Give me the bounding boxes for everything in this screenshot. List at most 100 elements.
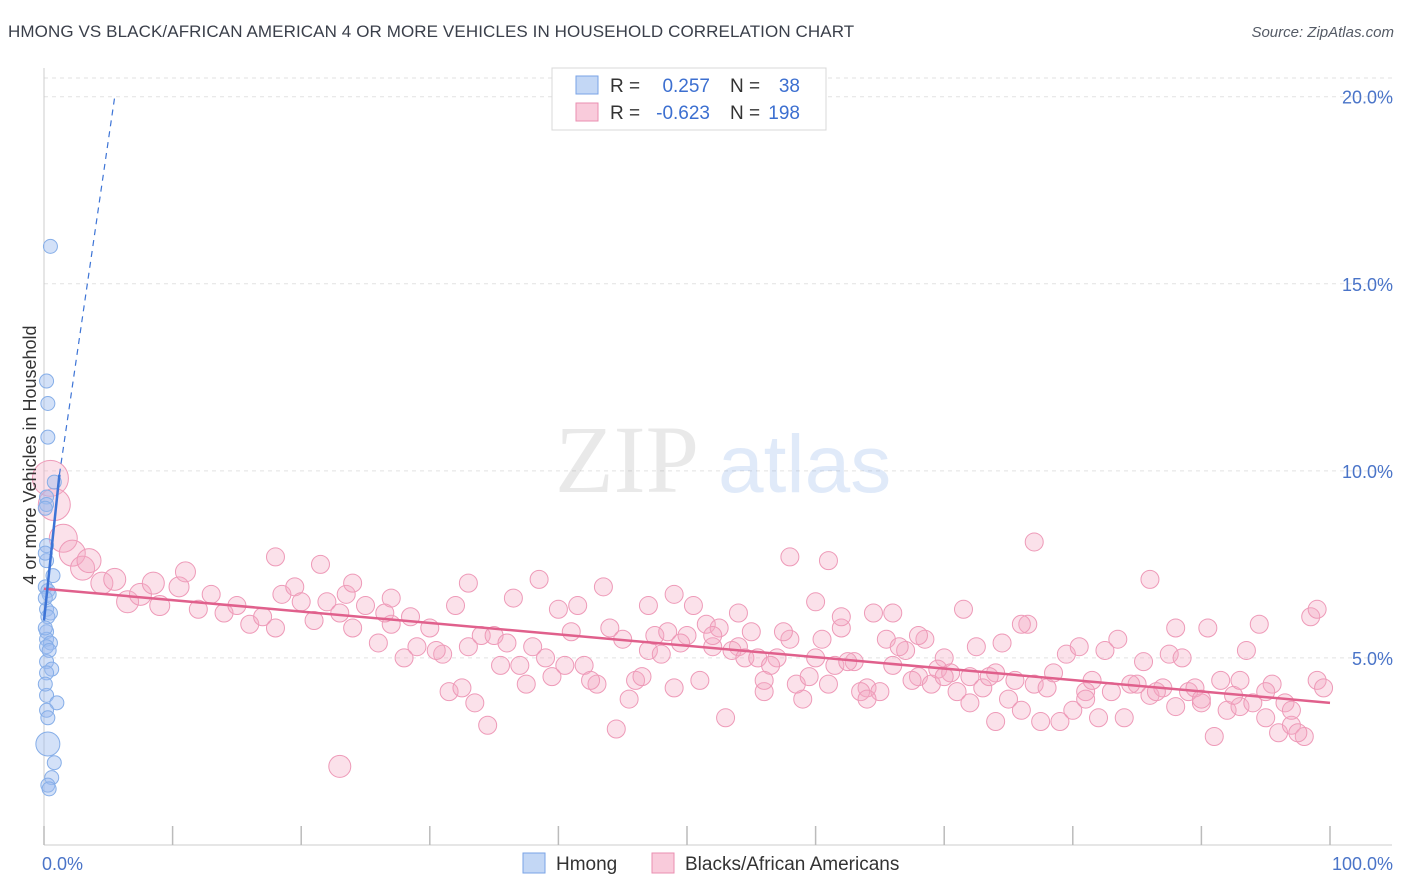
point-blacks (896, 640, 916, 660)
point-blacks (857, 678, 877, 698)
point-blacks (851, 682, 871, 702)
point-blacks (1134, 652, 1154, 672)
point-blacks (458, 637, 478, 657)
point-blacks (1140, 569, 1160, 589)
point-blacks (1307, 670, 1327, 690)
legend-n-hmong: 38 (779, 76, 800, 97)
point-blacks (343, 618, 363, 638)
point-hmong (40, 710, 56, 726)
point-blacks (48, 523, 78, 553)
point-blacks (960, 693, 980, 713)
bottom-legend-hmong: Hmong (556, 854, 617, 875)
point-blacks (516, 674, 536, 694)
point-blacks (555, 655, 575, 675)
point-blacks (651, 644, 671, 664)
x-tick-label-min: 0.0% (42, 854, 83, 874)
point-blacks (902, 670, 922, 690)
point-blacks (645, 625, 665, 645)
point-blacks (1230, 697, 1250, 717)
point-blacks (709, 618, 729, 638)
point-blacks (696, 614, 716, 634)
point-blacks (1011, 700, 1031, 720)
point-blacks (1146, 682, 1166, 702)
point-blacks (1243, 693, 1263, 713)
point-blacks (1191, 689, 1211, 709)
point-blacks (818, 674, 838, 694)
point-hmong (39, 665, 55, 681)
point-blacks (103, 567, 127, 591)
point-blacks (1063, 700, 1083, 720)
point-blacks (446, 596, 466, 616)
point-blacks (999, 689, 1018, 709)
watermark: ZIP atlas (555, 406, 891, 513)
point-blacks (979, 667, 999, 687)
point-blacks (632, 667, 652, 687)
point-blacks (883, 603, 903, 623)
point-blacks (1314, 678, 1334, 698)
point-hmong (39, 687, 55, 703)
x-tick-label-max: 100.0% (1332, 854, 1393, 874)
y-tick-label: 20.0% (1342, 88, 1393, 108)
point-blacks (1024, 532, 1044, 552)
point-blacks (806, 592, 826, 612)
point-blacks (1018, 614, 1038, 634)
point-blacks (664, 678, 684, 698)
point-blacks (863, 603, 883, 623)
point-hmong (39, 702, 55, 718)
legend-r-label-hmong: R = (610, 76, 640, 97)
y-tick-label: 15.0% (1342, 275, 1393, 295)
legend-swatch-black (575, 102, 599, 122)
point-blacks (1101, 682, 1121, 702)
point-blacks (1011, 614, 1031, 634)
point-blacks (317, 592, 337, 612)
point-blacks (799, 667, 819, 687)
point-blacks (915, 629, 935, 649)
point-blacks (503, 588, 523, 608)
point-blacks (1281, 700, 1301, 720)
point-blacks (754, 670, 774, 690)
point-blacks (141, 571, 165, 595)
point-blacks (1230, 670, 1250, 690)
point-blacks (671, 633, 691, 653)
point-blacks (825, 655, 845, 675)
point-blacks (1076, 682, 1096, 702)
point-blacks (401, 607, 421, 627)
point-blacks (587, 674, 607, 694)
point-blacks (491, 655, 511, 675)
point-blacks (368, 633, 388, 653)
bottom-legend-swatch-black (651, 852, 675, 874)
point-blacks (716, 708, 736, 728)
point-blacks (561, 622, 581, 642)
point-blacks (510, 655, 530, 675)
bottom-legend-black: Blacks/African Americans (685, 854, 899, 875)
point-blacks (818, 551, 838, 571)
bottom-legend: Hmong Blacks/African Americans (522, 852, 899, 875)
point-hmong (39, 373, 55, 389)
point-blacks (638, 596, 658, 616)
tick-labels: 5.0% 10.0% 15.0% 20.0% 0.0% 100.0% (42, 88, 1393, 874)
point-blacks (542, 667, 562, 687)
point-hmong (40, 396, 56, 412)
point-blacks (908, 625, 928, 645)
point-blacks (1198, 618, 1218, 638)
trend-line-hmong (42, 474, 61, 621)
point-blacks (523, 637, 543, 657)
point-blacks (626, 670, 646, 690)
series-hmong-points (35, 238, 65, 797)
point-hmong (37, 500, 53, 516)
point-blacks (857, 689, 877, 709)
point-blacks (953, 599, 973, 619)
bottom-legend-swatch-hmong (522, 852, 546, 874)
point-hmong (39, 538, 55, 554)
point-blacks (658, 622, 678, 642)
point-blacks (593, 577, 613, 597)
point-hmong (39, 654, 55, 670)
point-hmong (35, 731, 61, 757)
legend-n-label-black: N = (730, 103, 760, 124)
point-blacks (754, 682, 774, 702)
trend-lines (42, 96, 1331, 705)
watermark-atlas: atlas (718, 419, 891, 510)
gridlines (44, 77, 1392, 659)
point-blacks (581, 670, 601, 690)
